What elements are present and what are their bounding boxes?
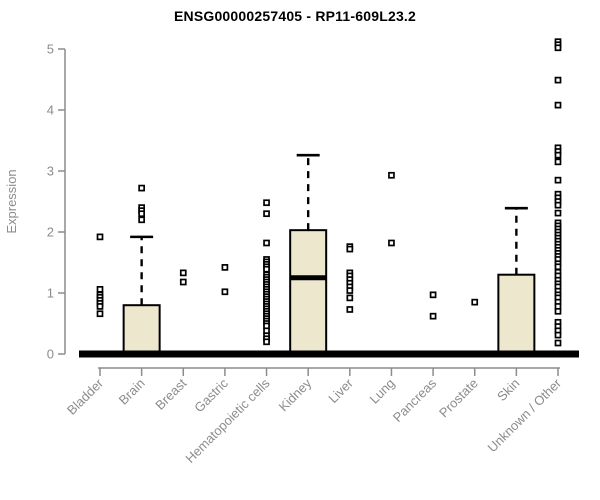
outlier-point <box>221 288 229 296</box>
y-tick-label: 1 <box>47 286 54 301</box>
outlier-point <box>96 303 104 310</box>
x-axis-label: Gastric <box>191 375 231 415</box>
outlier-point <box>554 201 562 209</box>
outlier-point <box>179 269 187 277</box>
outlier-point <box>554 339 562 347</box>
outlier-point <box>554 307 562 315</box>
outlier-point <box>388 171 395 179</box>
outlier-point <box>263 199 270 207</box>
box <box>497 273 536 354</box>
zero-bar <box>536 350 579 358</box>
outlier-point <box>263 338 270 346</box>
outlier-point <box>554 76 562 84</box>
outlier-point <box>138 210 145 218</box>
outlier-point <box>554 263 562 271</box>
outlier-point <box>388 239 395 247</box>
x-axis-label: Brain <box>116 376 148 408</box>
zero-bar <box>120 350 163 358</box>
x-axis-label: Kidney <box>276 375 315 414</box>
zero-bar <box>370 350 413 358</box>
y-tick-label: 2 <box>47 225 54 240</box>
chart-title: ENSG00000257405 - RP11-609L23.2 <box>173 8 417 24</box>
x-axis-label: Bladder <box>64 375 107 418</box>
outlier-point <box>429 312 437 320</box>
x-axis-label: Lung <box>367 376 398 407</box>
outlier-point <box>554 331 562 339</box>
y-axis-title: Expression <box>4 169 19 233</box>
zero-bar <box>203 350 246 358</box>
x-axis-label: Breast <box>152 375 189 412</box>
x-axis-label: Pancreas <box>390 375 440 425</box>
outlier-point <box>263 239 270 247</box>
x-axis-label: Prostate <box>436 376 481 421</box>
outlier-point <box>346 287 354 294</box>
outlier-point <box>554 101 562 109</box>
y-tick-label: 4 <box>47 103 54 118</box>
x-axis-label: Unknown / Other <box>485 375 565 455</box>
zero-bar <box>162 350 205 358</box>
x-axis-label: Liver <box>325 375 356 406</box>
outlier-point <box>554 158 562 166</box>
outlier-point <box>346 245 354 253</box>
outlier-point <box>554 44 562 52</box>
outlier-point <box>554 176 562 184</box>
zero-bar <box>287 350 330 358</box>
outlier-point <box>263 210 270 218</box>
box <box>289 229 328 354</box>
outlier-point <box>179 278 187 286</box>
x-axis-label: Skin <box>494 376 522 404</box>
outlier-point <box>346 306 354 313</box>
y-tick-label: 0 <box>47 347 54 362</box>
zero-bar <box>245 350 288 358</box>
outlier-point <box>554 209 562 217</box>
outlier-point <box>96 285 104 293</box>
outlier-point <box>138 216 145 224</box>
box <box>122 304 161 356</box>
outlier-point <box>346 294 354 302</box>
outlier-point <box>263 265 270 273</box>
outlier-point <box>554 151 562 159</box>
outlier-point <box>138 184 145 192</box>
outlier-point <box>429 291 437 299</box>
outlier-point <box>96 233 104 241</box>
y-tick-label: 3 <box>47 164 54 179</box>
zero-bar <box>453 350 496 358</box>
outlier-point <box>471 298 479 306</box>
zero-bar <box>328 350 371 358</box>
zero-bar <box>412 350 455 358</box>
outlier-point <box>96 310 104 318</box>
zero-bar <box>79 350 121 358</box>
zero-bar <box>495 350 538 358</box>
y-tick-label: 5 <box>47 42 54 57</box>
outlier-point <box>221 264 229 271</box>
